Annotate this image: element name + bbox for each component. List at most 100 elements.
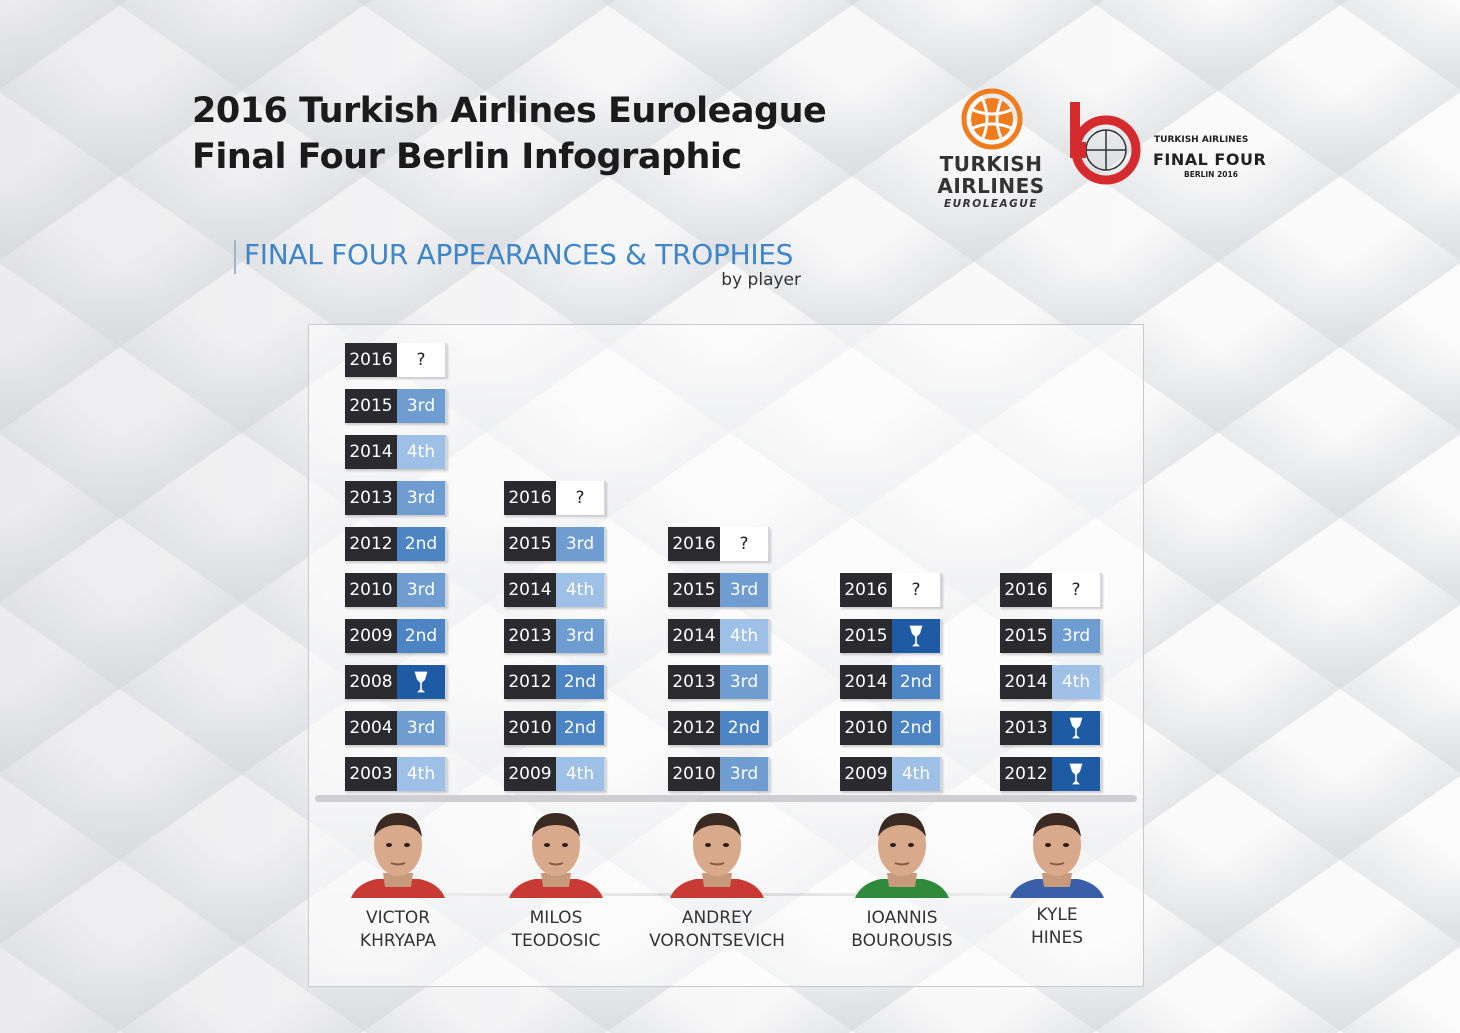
appearance-row: 2016? [345,343,447,377]
appearance-result: 2nd [397,527,447,561]
appearance-row: 2012 2nd [504,665,606,699]
appearance-row: 2009 2nd [345,619,447,653]
trophy-result [1052,757,1102,791]
page-title: 2016 Turkish Airlines Euroleague Final F… [192,88,827,180]
appearance-result: 3rd [556,527,606,561]
appearance-result: 4th [397,757,447,791]
appearance-result: ? [1052,573,1102,607]
appearance-row: 2012 2nd [668,711,770,745]
appearance-year: 2014 [840,665,892,699]
appearance-result: 3rd [556,619,606,653]
trophy-icon [414,671,428,693]
player-photo [670,813,764,898]
appearance-row: 2010 2nd [504,711,606,745]
appearance-row: 2013 3rd [668,665,770,699]
logo-text-turkish: TURKISH [939,152,1043,176]
appearance-year: 2004 [345,711,397,745]
trophy-icon [1069,717,1083,739]
appearance-year: 2008 [345,665,397,699]
appearance-result: 2nd [892,711,942,745]
appearance-year: 2009 [345,619,397,653]
ff-logo-airline: TURKISH AIRLINES [1154,135,1249,145]
appearance-row: 2010 2nd [840,711,942,745]
appearance-result: 4th [1052,665,1102,699]
shelf-divider [315,795,1137,802]
player-photo [509,813,603,898]
appearance-row: 2015 3rd [345,389,447,423]
appearance-row: 2010 3rd [668,757,770,791]
appearance-result: 4th [556,573,606,607]
euroleague-logo: TURKISH AIRLINES EUROLEAGUE [936,88,1046,213]
appearance-row: 2014 4th [345,435,447,469]
appearance-year: 2015 [345,389,397,423]
player-first-name: VICTOR [365,908,431,928]
player-last-name: VORONTSEVICH [649,931,785,951]
appearance-year: 2016 [1000,573,1052,607]
appearance-year: 2010 [840,711,892,745]
player-first-name: ANDREY [681,908,753,928]
appearance-result: ? [720,527,770,561]
appearance-result: 4th [892,757,942,791]
appearance-year: 2010 [668,757,720,791]
appearance-year: 2010 [504,711,556,745]
player-last-name: KHRYAPA [359,931,437,951]
appearance-year: 2014 [504,573,556,607]
appearance-result: 3rd [1052,619,1102,653]
appearance-row: 2010 3rd [345,573,447,607]
appearance-result: 4th [720,619,770,653]
appearance-result: 3rd [397,389,447,423]
appearance-year: 2014 [345,435,397,469]
player-first-name: MILOS [529,908,583,928]
appearance-result: 2nd [556,711,606,745]
appearance-result: 3rd [720,573,770,607]
appearance-result: 3rd [397,573,447,607]
ff-logo-city: BERLIN 2016 [1184,170,1238,179]
appearance-row: 2014 2nd [840,665,942,699]
player-first-name: KYLE [1036,905,1078,925]
appearance-row: 2013 3rd [345,481,447,515]
trophy-icon [909,625,923,647]
final-four-b-icon [1070,102,1141,185]
appearance-year: 2012 [1000,757,1052,791]
appearance-year: 2015 [1000,619,1052,653]
appearance-row: 2012 [1000,757,1102,791]
appearance-result: ? [892,573,942,607]
trophy-result [397,665,447,699]
appearance-row: 2009 4th [504,757,606,791]
logo-text-airlines: AIRLINES [937,174,1045,198]
appearance-row: 2014 4th [668,619,770,653]
appearance-row: 2016? [1000,573,1102,607]
appearance-result: 3rd [720,757,770,791]
appearance-row: 2008 [345,665,447,699]
appearance-result: 3rd [720,665,770,699]
basketball-logo-icon [961,88,1023,150]
appearance-result: ? [556,481,606,515]
appearance-row: 2009 4th [840,757,942,791]
appearance-year: 2016 [504,481,556,515]
player-last-name: BOUROUSIS [851,931,953,951]
appearance-result: 2nd [720,711,770,745]
appearance-year: 2015 [504,527,556,561]
appearance-year: 2010 [345,573,397,607]
player-first-name: IOANNIS [866,908,938,928]
player-name: ANDREY VORONTSEVICH [632,907,802,953]
appearance-year: 2015 [668,573,720,607]
appearance-year: 2012 [345,527,397,561]
appearance-year: 2016 [840,573,892,607]
title-line-1: 2016 Turkish Airlines Euroleague [192,91,827,131]
player-name: MILOS TEODOSIC [471,907,641,953]
appearance-result: 3rd [397,481,447,515]
appearance-row: 2012 2nd [345,527,447,561]
appearance-year: 2012 [668,711,720,745]
appearance-year: 2012 [504,665,556,699]
player-photo [855,813,949,898]
appearance-year: 2013 [504,619,556,653]
appearance-result: 2nd [892,665,942,699]
appearance-year: 2014 [668,619,720,653]
appearance-year: 2013 [345,481,397,515]
appearance-year: 2016 [345,343,397,377]
trophy-icon [1069,763,1083,785]
title-line-2: Final Four Berlin Infographic [192,137,742,177]
appearance-row: 2013 [1000,711,1102,745]
appearance-row: 2014 4th [1000,665,1102,699]
